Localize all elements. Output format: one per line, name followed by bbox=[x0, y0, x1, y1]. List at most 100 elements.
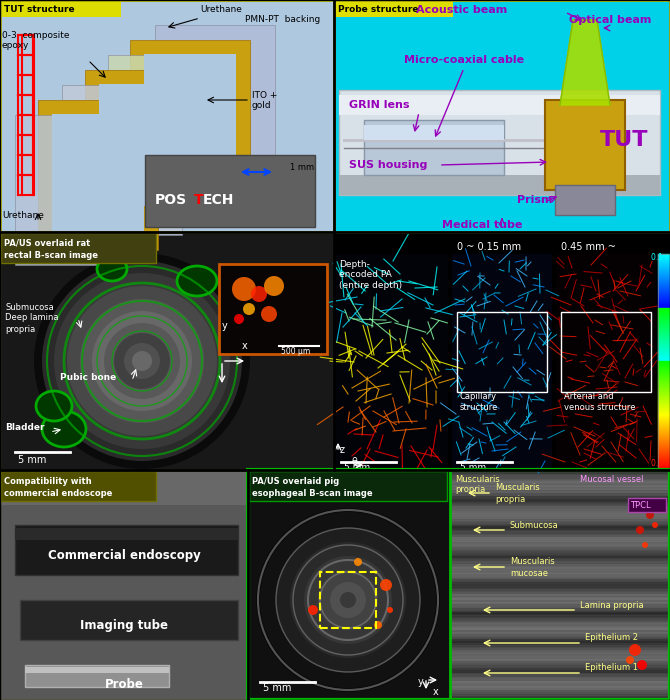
Circle shape bbox=[308, 605, 318, 615]
Bar bbox=[320, 572, 376, 628]
Text: 5 mm: 5 mm bbox=[344, 463, 370, 472]
Circle shape bbox=[318, 570, 378, 630]
Circle shape bbox=[290, 542, 406, 658]
Text: rectal B-scan image: rectal B-scan image bbox=[4, 251, 98, 260]
Text: propria: propria bbox=[495, 494, 525, 503]
Circle shape bbox=[256, 508, 440, 692]
Text: POS: POS bbox=[155, 193, 187, 207]
Bar bbox=[0, 232, 334, 470]
Circle shape bbox=[652, 522, 658, 528]
Circle shape bbox=[636, 526, 644, 534]
Bar bbox=[334, 0, 670, 232]
Bar bbox=[15, 528, 238, 540]
Text: Muscularis: Muscularis bbox=[455, 475, 500, 484]
Text: SUS housing: SUS housing bbox=[349, 160, 427, 170]
Circle shape bbox=[232, 277, 256, 301]
Text: Micro-coaxial cable: Micro-coaxial cable bbox=[404, 55, 524, 65]
Circle shape bbox=[304, 556, 392, 644]
Text: Muscularis: Muscularis bbox=[510, 557, 555, 566]
Ellipse shape bbox=[97, 257, 127, 281]
Circle shape bbox=[132, 351, 152, 371]
Bar bbox=[1, 471, 156, 501]
Circle shape bbox=[251, 286, 267, 302]
Bar bbox=[364, 120, 504, 175]
Text: Commercial endoscopy: Commercial endoscopy bbox=[48, 549, 200, 561]
Bar bbox=[0, 470, 248, 700]
Text: propria: propria bbox=[455, 486, 485, 494]
Bar bbox=[130, 40, 250, 190]
Text: T: T bbox=[194, 193, 204, 207]
Text: 0.5 mm: 0.5 mm bbox=[651, 459, 670, 468]
Text: θ: θ bbox=[352, 457, 358, 467]
Text: 500 μm: 500 μm bbox=[281, 346, 310, 356]
Text: Compatibility with: Compatibility with bbox=[4, 477, 92, 486]
Text: Submucosa: Submucosa bbox=[510, 521, 559, 529]
Circle shape bbox=[42, 261, 242, 461]
Text: y: y bbox=[222, 321, 228, 331]
Text: Optical beam: Optical beam bbox=[569, 15, 651, 25]
Bar bbox=[145, 155, 315, 227]
Text: 5 mm: 5 mm bbox=[460, 463, 486, 472]
Circle shape bbox=[54, 273, 230, 449]
Circle shape bbox=[380, 579, 392, 591]
Text: x: x bbox=[242, 341, 248, 351]
Bar bbox=[20, 600, 238, 640]
Text: x: x bbox=[433, 687, 439, 697]
Text: Prism: Prism bbox=[517, 195, 553, 205]
Bar bbox=[15, 115, 135, 265]
Ellipse shape bbox=[36, 391, 72, 421]
Text: ITO +: ITO + bbox=[252, 90, 277, 99]
Text: 0-3  composite: 0-3 composite bbox=[2, 31, 70, 39]
Bar bbox=[0, 470, 248, 700]
Circle shape bbox=[124, 343, 160, 379]
Bar bbox=[248, 470, 670, 700]
Bar bbox=[334, 0, 670, 232]
Text: propria: propria bbox=[5, 325, 36, 333]
Circle shape bbox=[629, 644, 641, 656]
Circle shape bbox=[92, 311, 192, 411]
Text: Acoustic beam: Acoustic beam bbox=[416, 5, 508, 15]
Text: Depth-
encoded PA
(entire depth): Depth- encoded PA (entire depth) bbox=[339, 260, 402, 290]
Text: 5 mm: 5 mm bbox=[263, 683, 291, 693]
Text: ECH: ECH bbox=[203, 193, 234, 207]
Text: TPCL: TPCL bbox=[630, 501, 651, 510]
Bar bbox=[38, 100, 158, 250]
Ellipse shape bbox=[177, 266, 217, 296]
Bar bbox=[1, 1, 121, 17]
Circle shape bbox=[104, 323, 180, 399]
Bar bbox=[561, 312, 651, 392]
Text: Arterial and
venous structure: Arterial and venous structure bbox=[564, 392, 636, 412]
Text: Imaging tube: Imaging tube bbox=[80, 619, 168, 631]
Text: 0.45 mm ~: 0.45 mm ~ bbox=[561, 242, 616, 252]
Bar bbox=[628, 498, 666, 512]
Bar bbox=[364, 125, 504, 140]
Bar bbox=[556, 254, 656, 468]
Text: Probe structure: Probe structure bbox=[338, 6, 419, 15]
Bar bbox=[144, 54, 236, 176]
Circle shape bbox=[340, 592, 356, 608]
Text: TUT structure: TUT structure bbox=[4, 6, 74, 15]
Circle shape bbox=[646, 511, 654, 519]
Text: Urethane: Urethane bbox=[200, 6, 242, 15]
Bar bbox=[339, 95, 660, 115]
Text: PA/US overlaid rat: PA/US overlaid rat bbox=[4, 239, 90, 248]
Text: gold: gold bbox=[252, 102, 271, 111]
Text: y: y bbox=[418, 677, 423, 687]
Text: Epithelium 1: Epithelium 1 bbox=[585, 664, 638, 673]
Bar bbox=[0, 0, 334, 232]
Bar bbox=[25, 665, 169, 687]
Text: 0 ~ 0.15 mm: 0 ~ 0.15 mm bbox=[457, 242, 521, 252]
Bar bbox=[219, 264, 327, 354]
Polygon shape bbox=[560, 20, 610, 105]
Bar bbox=[249, 471, 447, 501]
Bar bbox=[0, 232, 334, 470]
Circle shape bbox=[354, 558, 362, 566]
Bar bbox=[1, 233, 156, 263]
Bar bbox=[248, 470, 670, 700]
Bar bbox=[155, 25, 275, 175]
Text: Muscularis: Muscularis bbox=[495, 484, 540, 493]
Bar bbox=[15, 525, 238, 575]
Circle shape bbox=[260, 512, 436, 688]
Ellipse shape bbox=[42, 411, 86, 447]
Bar bbox=[334, 232, 670, 470]
